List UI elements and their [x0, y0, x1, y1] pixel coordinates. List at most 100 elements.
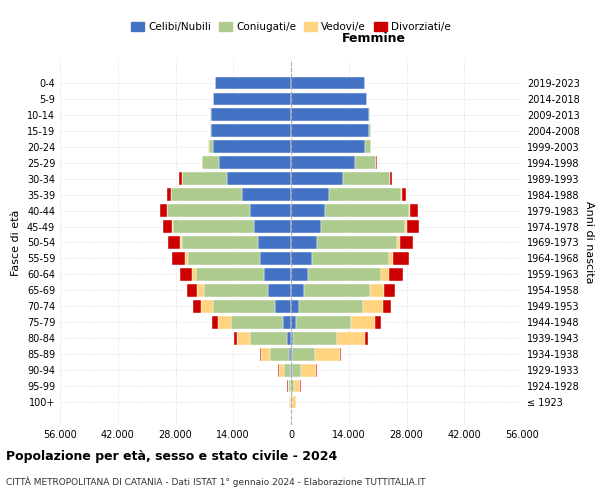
Bar	[292, 348, 315, 360]
Bar	[317, 236, 397, 249]
Bar	[407, 220, 419, 233]
Bar	[279, 364, 284, 376]
Bar	[291, 204, 325, 217]
Bar	[290, 364, 291, 376]
Bar	[291, 332, 293, 344]
Bar	[173, 220, 254, 233]
Bar	[260, 348, 262, 360]
Bar	[389, 252, 394, 265]
Bar	[304, 284, 370, 296]
Bar	[292, 364, 301, 376]
Bar	[250, 332, 287, 344]
Bar	[291, 268, 308, 281]
Bar	[241, 188, 291, 201]
Bar	[316, 364, 317, 376]
Bar	[172, 252, 185, 265]
Bar	[212, 300, 275, 312]
Bar	[193, 300, 201, 312]
Bar	[185, 252, 188, 265]
Bar	[383, 300, 391, 312]
Bar	[212, 92, 291, 106]
Bar	[179, 172, 182, 185]
Bar	[291, 76, 365, 90]
Bar	[390, 172, 392, 185]
Text: CITTÀ METROPOLITANA DI CATANIA - Dati ISTAT 1° gennaio 2024 - Elaborazione TUTTI: CITTÀ METROPOLITANA DI CATANIA - Dati IS…	[6, 476, 425, 487]
Bar	[299, 300, 363, 312]
Bar	[201, 300, 212, 312]
Bar	[384, 284, 395, 296]
Bar	[291, 316, 296, 328]
Bar	[409, 204, 410, 217]
Bar	[182, 172, 227, 185]
Bar	[196, 268, 264, 281]
Bar	[202, 156, 219, 169]
Text: Femmine: Femmine	[342, 32, 406, 46]
Bar	[337, 332, 365, 344]
Bar	[340, 348, 341, 360]
Bar	[262, 348, 271, 360]
Bar	[291, 188, 329, 201]
Bar	[292, 396, 296, 408]
Bar	[289, 396, 290, 408]
Bar	[380, 268, 389, 281]
Bar	[275, 300, 291, 312]
Bar	[288, 380, 289, 392]
Bar	[405, 220, 407, 233]
Bar	[167, 188, 171, 201]
Bar	[291, 364, 292, 376]
Bar	[236, 332, 250, 344]
Bar	[291, 236, 317, 249]
Bar	[168, 236, 180, 249]
Bar	[389, 268, 403, 281]
Bar	[234, 332, 236, 344]
Bar	[231, 316, 283, 328]
Bar	[212, 140, 291, 153]
Bar	[410, 204, 418, 217]
Bar	[289, 348, 291, 360]
Bar	[172, 220, 173, 233]
Bar	[400, 236, 413, 249]
Bar	[211, 108, 291, 122]
Bar	[188, 252, 260, 265]
Bar	[291, 172, 343, 185]
Bar	[160, 204, 167, 217]
Bar	[376, 156, 377, 169]
Bar	[163, 220, 172, 233]
Bar	[291, 140, 365, 153]
Bar	[291, 156, 355, 169]
Bar	[268, 284, 291, 296]
Bar	[205, 284, 268, 296]
Bar	[179, 268, 191, 281]
Bar	[291, 108, 370, 122]
Bar	[284, 364, 290, 376]
Bar	[292, 380, 294, 392]
Bar	[329, 188, 401, 201]
Bar	[291, 124, 370, 137]
Bar	[191, 268, 196, 281]
Bar	[313, 252, 389, 265]
Bar	[301, 364, 316, 376]
Bar	[182, 236, 258, 249]
Y-axis label: Fasce di età: Fasce di età	[11, 210, 21, 276]
Text: Popolazione per età, sesso e stato civile - 2024: Popolazione per età, sesso e stato civil…	[6, 450, 337, 463]
Bar	[294, 380, 301, 392]
Bar	[365, 332, 368, 344]
Bar	[218, 316, 231, 328]
Bar	[315, 348, 340, 360]
Bar	[394, 252, 409, 265]
Bar	[291, 252, 313, 265]
Legend: Celibi/Nubili, Coniugati/e, Vedovi/e, Divorziati/e: Celibi/Nubili, Coniugati/e, Vedovi/e, Di…	[127, 18, 455, 36]
Bar	[212, 316, 218, 328]
Bar	[355, 156, 376, 169]
Bar	[296, 316, 351, 328]
Bar	[308, 268, 380, 281]
Bar	[210, 124, 211, 137]
Bar	[271, 348, 289, 360]
Bar	[172, 188, 241, 201]
Bar	[320, 220, 405, 233]
Bar	[287, 332, 291, 344]
Bar	[397, 236, 400, 249]
Bar	[401, 188, 406, 201]
Bar	[343, 172, 390, 185]
Bar	[219, 156, 291, 169]
